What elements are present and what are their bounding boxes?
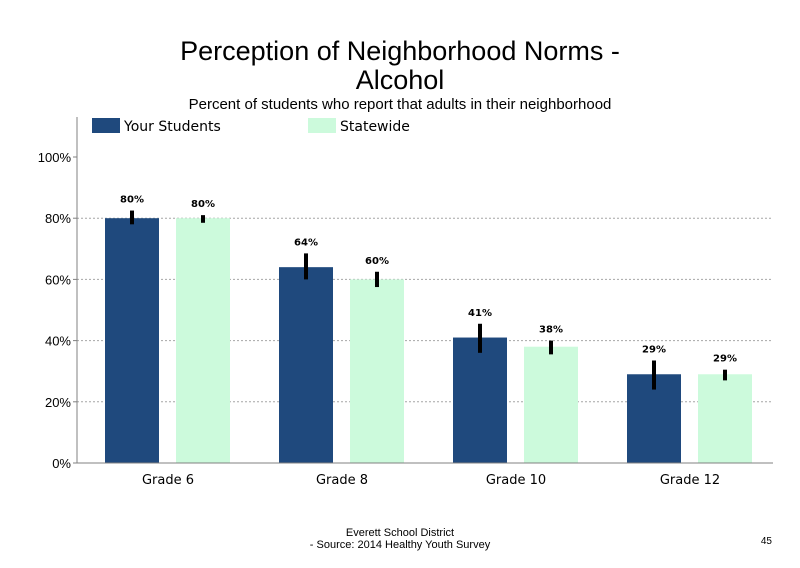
- data-label: 29%: [642, 344, 666, 355]
- data-label: 64%: [294, 237, 318, 248]
- bar-your-students: [279, 267, 333, 463]
- bar-statewide: [698, 374, 752, 463]
- chart-title-line-2: Alcohol: [355, 65, 445, 95]
- data-label: 29%: [713, 354, 737, 365]
- y-tick-label: 40%: [45, 334, 71, 349]
- legend-swatch: [308, 118, 336, 133]
- x-category-label: Grade 12: [660, 473, 720, 488]
- footer-district: Everett School District: [345, 527, 455, 539]
- y-tick-label: 60%: [45, 272, 71, 287]
- footer-source: - Source: 2014 Healthy Youth Survey: [309, 539, 491, 551]
- legend-label: Statewide: [340, 119, 410, 135]
- y-tick-label: 20%: [45, 395, 71, 410]
- data-label: 80%: [120, 195, 144, 206]
- x-category-label: Grade 8: [316, 473, 368, 488]
- bar-your-students: [453, 337, 507, 463]
- x-category-label: Grade 10: [486, 473, 546, 488]
- x-category-label: Grade 6: [142, 473, 194, 488]
- data-label: 41%: [468, 308, 492, 319]
- data-label: 80%: [191, 199, 215, 210]
- y-tick-label: 0%: [52, 456, 71, 471]
- chart-title-line-1: Perception of Neighborhood Norms -: [180, 36, 620, 66]
- chart-subtitle: Percent of students who report that adul…: [188, 96, 612, 113]
- bar-your-students: [105, 218, 159, 463]
- bar-statewide: [176, 218, 230, 463]
- data-label: 60%: [365, 256, 389, 267]
- legend-swatch: [92, 118, 120, 133]
- y-tick-label: 100%: [38, 150, 72, 165]
- y-tick-label: 80%: [45, 211, 71, 226]
- page-number: 45: [760, 536, 772, 547]
- data-label: 38%: [539, 325, 563, 336]
- legend-label: Your Students: [123, 119, 221, 135]
- bar-statewide: [524, 346, 578, 463]
- bar-statewide: [350, 279, 404, 463]
